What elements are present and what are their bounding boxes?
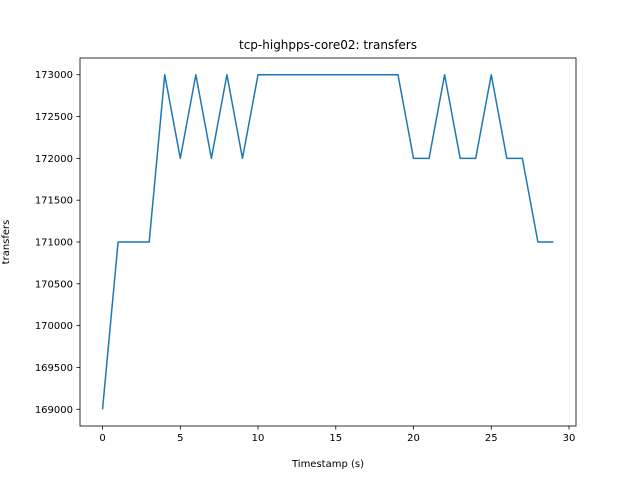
x-tick-label: 20 xyxy=(407,433,420,444)
x-tick-label: 5 xyxy=(177,433,183,444)
x-tick-label: 10 xyxy=(252,433,265,444)
y-tick-label: 172000 xyxy=(35,154,73,165)
y-tick-label: 169500 xyxy=(35,363,73,374)
y-axis-ticks: 169000 169500 170000 170500 171000 171500 1720… xyxy=(35,70,80,416)
plot-area xyxy=(101,73,554,410)
x-axis-label: Timestamp (s) xyxy=(291,459,364,470)
x-axis-ticks: 0 5 10 15 20 25 30 xyxy=(99,426,575,444)
x-tick-label: 0 xyxy=(99,433,105,444)
y-tick-label: 170500 xyxy=(35,279,73,290)
x-tick-label: 15 xyxy=(329,433,342,444)
y-tick-label: 170000 xyxy=(35,321,73,332)
x-tick-label: 30 xyxy=(563,433,576,444)
y-tick-label: 169000 xyxy=(35,405,73,416)
chart-title: tcp-highpps-core02: transfers xyxy=(239,38,417,52)
y-tick-label: 171500 xyxy=(35,196,73,207)
y-axis-label: transfers xyxy=(1,220,12,265)
y-tick-label: 171000 xyxy=(35,238,73,249)
y-tick-label: 173000 xyxy=(35,70,73,81)
y-tick-label: 172500 xyxy=(35,112,73,123)
x-tick-label: 25 xyxy=(485,433,498,444)
series-line-0 xyxy=(101,73,554,410)
